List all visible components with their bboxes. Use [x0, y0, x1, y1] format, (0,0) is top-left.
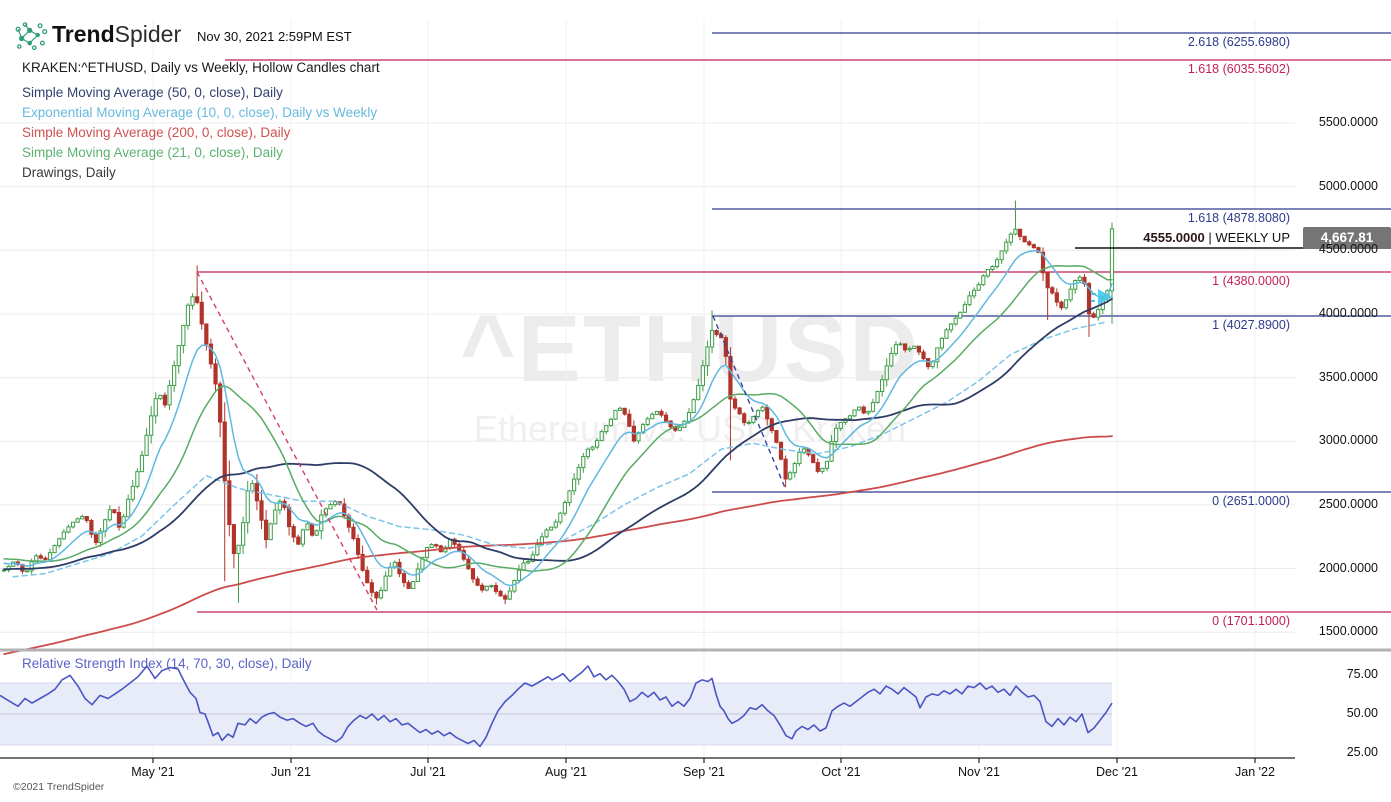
x-axis-month-label: May '21: [131, 765, 175, 779]
fib-level-label: 1 (4027.8900): [1212, 318, 1290, 332]
x-axis-month-label: Nov '21: [958, 765, 1000, 779]
copyright-note: ©2021 TrendSpider: [13, 781, 105, 793]
indicator-label-drawings: Drawings, Daily: [22, 165, 116, 180]
fib-level-label: 2.618 (6255.6980): [1187, 35, 1290, 49]
ema10-daily-line: [3, 249, 1113, 587]
rsi-axis-label: 25.00: [1346, 744, 1378, 759]
price-axis-label: 4500.0000: [1318, 242, 1378, 257]
last-price-tag: 4,667.81: [1303, 227, 1391, 249]
indicator-label-sma200: Simple Moving Average (200, 0, close), D…: [22, 125, 291, 140]
trendline-drawings: [196, 271, 787, 613]
fib-level-label: 0 (1701.1000): [1212, 614, 1290, 628]
ema10-weekly-line: [12, 321, 1109, 578]
x-axis-month-label: Aug '21: [544, 765, 587, 779]
breakout-marker: [1091, 289, 1112, 305]
candles: [1, 200, 1115, 605]
x-axis-month-label: Sep '21: [682, 765, 725, 779]
logo-spider: Spider: [114, 21, 182, 47]
chart-timestamp: Nov 30, 2021 2:59PM EST: [197, 29, 352, 44]
indicator-label-sma50: Simple Moving Average (50, 0, close), Da…: [22, 85, 283, 100]
rsi-pane: [0, 665, 1113, 748]
fib-level-label: 0 (2651.0000): [1212, 494, 1290, 508]
rsi-axis-label: 50.00: [1346, 706, 1378, 720]
fib-level-label: 1.618 (6035.5602): [1187, 62, 1290, 76]
price-axis-label: 4000.0000: [1318, 305, 1378, 320]
trendspider-logo: TrendSpider: [52, 21, 181, 48]
fib-level-label: 1 (4380.0000): [1212, 274, 1290, 288]
sma50-line: [3, 297, 1113, 571]
fib-level-label: 1.618 (4878.8080): [1187, 211, 1290, 225]
trendspider-logo-icon: [15, 22, 48, 50]
rsi-indicator-label: Relative Strength Index (14, 70, 30, clo…: [22, 656, 312, 671]
x-axis: [0, 757, 1295, 763]
x-axis-month-label: Dec '21: [1096, 765, 1138, 779]
sma21-line: [3, 265, 1113, 572]
alert-level-text: | WEEKLY UP: [1208, 230, 1290, 245]
price-axis-label: 2500.0000: [1318, 496, 1378, 511]
price-axis-label: 5500.0000: [1318, 115, 1378, 129]
price-axis-label: 5000.0000: [1318, 178, 1378, 193]
alert-level-price: 4555.0000: [1143, 230, 1205, 245]
indicator-label-sma21: Simple Moving Average (21, 0, close), Da…: [22, 145, 283, 160]
fibonacci-lines: [197, 32, 1391, 613]
x-axis-month-label: Oct '21: [821, 765, 861, 779]
rsi-axis-label: 75.00: [1346, 667, 1378, 682]
rsi-line: [0, 665, 1113, 748]
symbol-title: KRAKEN:^ETHUSD, Daily vs Weekly, Hollow …: [22, 60, 380, 75]
price-axis-label: 3500.0000: [1318, 369, 1378, 384]
x-axis-month-label: Jul '21: [410, 765, 446, 779]
alert-level-label: 4555.0000 | WEEKLY UP: [990, 230, 1290, 245]
price-axis-label: 3000.0000: [1318, 433, 1378, 448]
price-axis-label: 1500.0000: [1318, 624, 1378, 639]
price-axis-label: 2000.0000: [1318, 560, 1378, 575]
logo-trend: Trend: [52, 21, 115, 47]
sma200-line: [3, 435, 1113, 655]
x-axis-month-label: Jun '21: [271, 765, 311, 779]
x-axis-month-label: Jan '22: [1235, 765, 1275, 779]
indicator-label-ema10: Exponential Moving Average (10, 0, close…: [22, 105, 378, 120]
